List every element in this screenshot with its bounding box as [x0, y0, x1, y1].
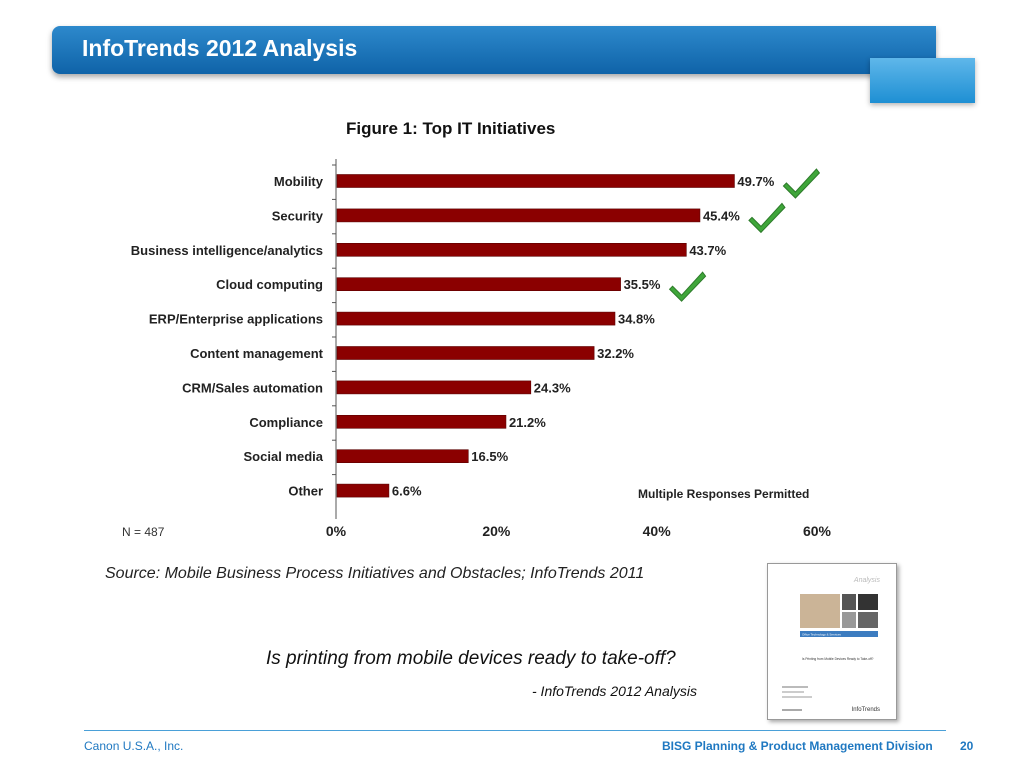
- bar: [336, 483, 390, 498]
- category-label: ERP/Enterprise applications: [149, 312, 323, 327]
- x-tick-label: 40%: [643, 523, 672, 539]
- bar: [336, 311, 616, 326]
- bar: [336, 277, 621, 291]
- report-cover-image: Analysis Office Technology & Services Is…: [782, 577, 881, 713]
- cover-photo-2: [842, 594, 856, 610]
- footer-division: BISG Planning & Product Management Divis…: [662, 739, 933, 753]
- category-label: Social media: [244, 449, 324, 464]
- cover-line-2: [782, 691, 804, 693]
- source-note: Source: Mobile Business Process Initiati…: [105, 565, 644, 582]
- bar: [336, 414, 507, 429]
- value-label: 45.4%: [703, 208, 740, 223]
- chart-title: Figure 1: Top IT Initiatives: [346, 119, 555, 138]
- value-label: 32.2%: [597, 346, 634, 361]
- cover-headline: Is Printing from Mobile Devices Ready to…: [802, 657, 874, 661]
- accent-block: [870, 58, 975, 103]
- cover-band: [800, 631, 878, 637]
- category-label: Other: [288, 484, 323, 499]
- cover-photo-4: [842, 612, 856, 628]
- cover-logo: InfoTrends: [852, 707, 880, 713]
- value-label: 21.2%: [509, 415, 546, 430]
- footer-company: Canon U.S.A., Inc.: [84, 739, 184, 753]
- value-label: 49.7%: [737, 174, 774, 189]
- bar: [336, 208, 701, 223]
- category-label: Cloud computing: [216, 277, 323, 292]
- cover-header: Analysis: [853, 577, 881, 584]
- bar: [336, 174, 735, 188]
- category-label: Compliance: [249, 415, 323, 430]
- x-tick-label: 20%: [482, 523, 511, 539]
- report-cover-thumbnail: Analysis Office Technology & Services Is…: [767, 563, 897, 720]
- x-tick-label: 0%: [326, 523, 347, 539]
- cover-photo-5: [858, 612, 878, 628]
- cover-photo-1: [800, 594, 840, 628]
- page-number: 20: [960, 739, 974, 753]
- quote-text: Is printing from mobile devices ready to…: [266, 648, 676, 669]
- category-label: Mobility: [274, 174, 324, 189]
- value-label: 43.7%: [689, 243, 726, 258]
- value-label: 16.5%: [471, 449, 508, 464]
- x-tick-label: 60%: [803, 523, 832, 539]
- cover-line-1: [782, 686, 808, 688]
- category-label: Business intelligence/analytics: [131, 243, 323, 258]
- category-label: CRM/Sales automation: [182, 380, 323, 395]
- chart-note: Multiple Responses Permitted: [638, 487, 809, 501]
- value-label: 6.6%: [392, 484, 422, 499]
- cover-photo-3: [858, 594, 878, 610]
- sample-size: N = 487: [122, 525, 165, 539]
- quote-attribution: - InfoTrends 2012 Analysis: [532, 683, 697, 699]
- bar: [336, 243, 687, 257]
- cover-band-label: Office Technology & Services: [802, 633, 841, 637]
- checkmark-icon: [782, 168, 821, 199]
- cover-line-3: [782, 696, 812, 698]
- value-label: 35.5%: [624, 277, 661, 292]
- bar: [336, 346, 595, 360]
- slide-title: InfoTrends 2012 Analysis: [82, 35, 358, 61]
- bar-chart: Figure 1: Top IT Initiatives Mobility 49.7…: [105, 119, 832, 582]
- footer-divider: [84, 730, 946, 731]
- value-label: 24.3%: [534, 380, 571, 395]
- chart-container: Figure 1: Top IT Initiatives Mobility 49.7…: [100, 108, 900, 588]
- bar: [336, 380, 532, 395]
- bar: [336, 449, 469, 464]
- title-bar: InfoTrends 2012 Analysis: [52, 26, 936, 74]
- value-label: 34.8%: [618, 312, 655, 327]
- category-label: Content management: [190, 346, 324, 361]
- checkmark-icon: [748, 202, 786, 234]
- cover-line-4: [782, 709, 802, 711]
- category-label: Security: [272, 208, 324, 223]
- checkmark-icon: [668, 271, 707, 302]
